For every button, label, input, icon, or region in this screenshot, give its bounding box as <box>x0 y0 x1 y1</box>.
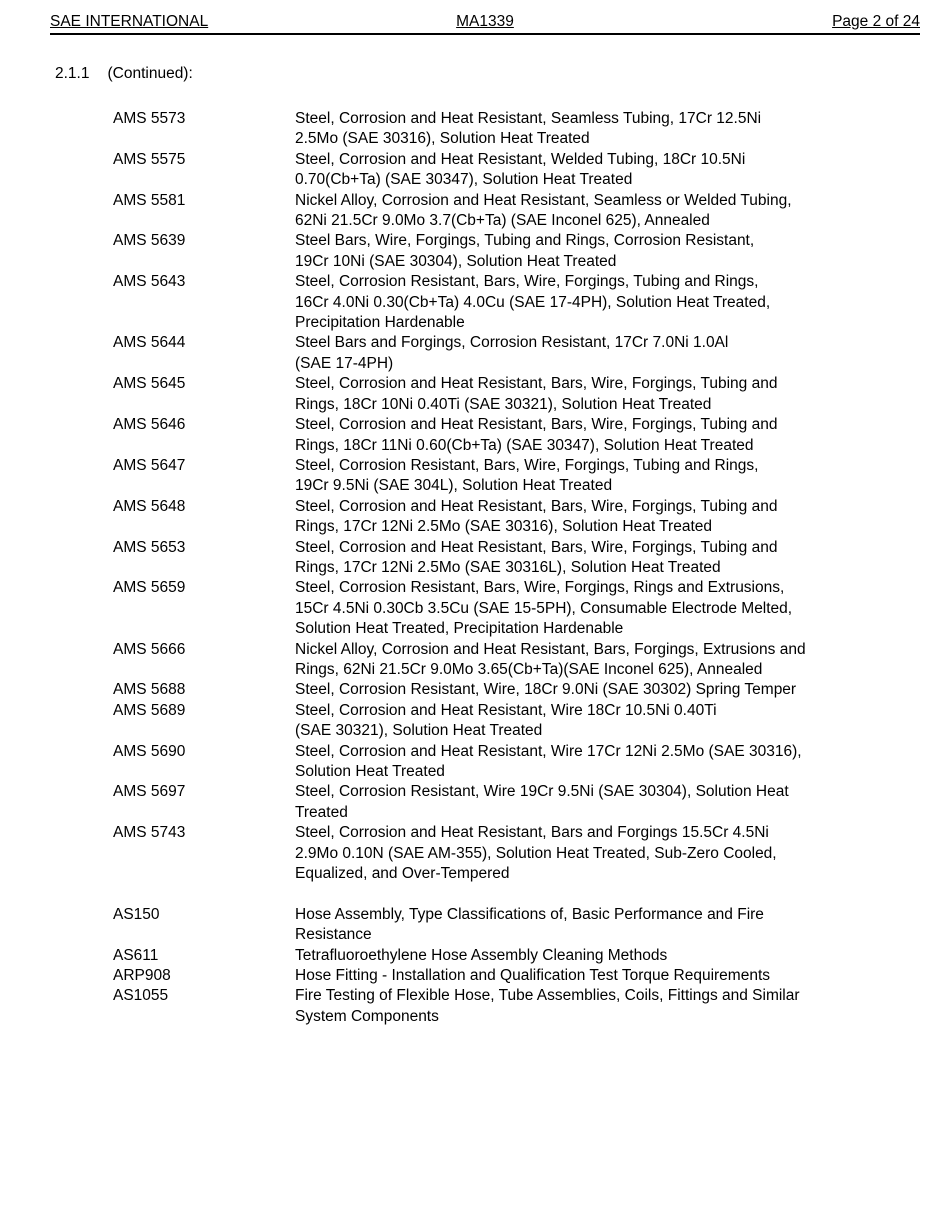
reference-row: ARP908 Hose Fitting - Installation and Qu… <box>113 966 950 986</box>
reference-row: AMS 5647 Steel, Corrosion Resistant, Bars… <box>113 456 950 497</box>
spec-number: AS611 <box>113 946 159 964</box>
reference-row: AMS 5575 Steel, Corrosion and Heat Resist… <box>113 150 950 191</box>
spec-number: AMS 5690 <box>113 742 186 760</box>
spec-number: AMS 5689 <box>113 701 186 719</box>
reference-row: AMS 5653 Steel, Corrosion and Heat Resist… <box>113 538 950 579</box>
reference-row: AMS 5645 Steel, Corrosion and Heat Resist… <box>113 374 950 415</box>
reference-row: AS1055 Fire Testing of Flexible Hose, Tub… <box>113 986 950 1027</box>
page-header: SAE INTERNATIONAL MA1339 Page 2 of 24 <box>50 13 920 35</box>
spec-number: AMS 5653 <box>113 538 186 556</box>
spec-number: AS150 <box>113 905 160 923</box>
spec-number: AMS 5581 <box>113 191 186 209</box>
spec-number: AMS 5573 <box>113 110 186 127</box>
header-page-number: Page 2 of 24 <box>832 13 920 30</box>
spec-description: Steel Bars and Forgings, Corrosion Resis… <box>295 334 729 372</box>
spec-number: AMS 5659 <box>113 579 186 597</box>
spec-description: Steel, Corrosion and Heat Resistant, Bar… <box>295 375 778 413</box>
spec-number: AMS 5643 <box>113 273 186 291</box>
spec-description: Steel, Corrosion and Heat Resistant, Bar… <box>295 497 778 536</box>
spec-number: AMS 5575 <box>113 150 186 168</box>
spec-number: AMS 5648 <box>113 497 186 515</box>
spec-description: Hose Assembly, Type Classifications of, … <box>295 905 764 944</box>
reference-row: AMS 5666 Nickel Alloy, Corrosion and Heat… <box>113 640 950 681</box>
spec-description: Hose Fitting - Installation and Qualific… <box>295 967 771 985</box>
spec-description: Steel Bars, Wire, Forgings, Tubing and R… <box>295 232 755 270</box>
reference-row: AMS 5697 Steel, Corrosion Resistant, Wire… <box>113 782 950 823</box>
header-org-cell: SAE INTERNATIONAL <box>50 13 340 31</box>
reference-row: AMS 5659 Steel, Corrosion Resistant, Bars… <box>113 578 950 639</box>
spec-description: Steel, Corrosion Resistant, Wire 19Cr 9.… <box>295 783 789 821</box>
spec-number: AMS 5743 <box>113 824 186 842</box>
spec-description: Steel, Corrosion and Heat Resistant, Bar… <box>295 824 777 883</box>
spec-description: Tetrafluoroethylene Hose Assembly Cleani… <box>295 946 668 964</box>
spec-description: Nickel Alloy, Corrosion and Heat Resista… <box>295 191 792 230</box>
spec-description: Steel, Corrosion Resistant, Bars, Wire, … <box>295 579 793 638</box>
spec-number: ARP908 <box>113 967 171 985</box>
header-org: SAE INTERNATIONAL <box>50 13 209 30</box>
header-doc-number: MA1339 <box>456 13 514 30</box>
section-heading: 2.1.1 (Continued): <box>55 65 950 83</box>
section-number: 2.1.1 <box>55 65 90 82</box>
spec-description: Steel, Corrosion Resistant, Bars, Wire, … <box>295 456 759 495</box>
spec-number: AMS 5697 <box>113 783 186 801</box>
reference-row: AMS 5639 Steel Bars, Wire, Forgings, Tubi… <box>113 231 950 272</box>
reference-row: AMS 5581 Nickel Alloy, Corrosion and Heat… <box>113 191 950 232</box>
reference-row: AMS 5648 Steel, Corrosion and Heat Resist… <box>113 497 950 538</box>
spec-description: Steel, Corrosion and Heat Resistant, Wir… <box>295 742 802 780</box>
spec-number: AMS 5666 <box>113 640 186 658</box>
reference-group: AS150 Hose Assembly, Type Classifications… <box>113 905 950 1027</box>
spec-number: AMS 5645 <box>113 375 186 393</box>
spec-description: Nickel Alloy, Corrosion and Heat Resista… <box>295 640 806 678</box>
reference-row: AMS 5689 Steel, Corrosion and Heat Resist… <box>113 701 950 742</box>
reference-row: AMS 5688 Steel, Corrosion Resistant, Wire… <box>113 680 950 700</box>
document-page: SAE INTERNATIONAL MA1339 Page 2 of 24 2.… <box>0 13 950 1224</box>
reference-row: AMS 5644 Steel Bars and Forgings, Corrosi… <box>113 333 950 374</box>
spec-number: AS1055 <box>113 987 169 1005</box>
spec-description: Steel, Corrosion and Heat Resistant, Bar… <box>295 416 778 454</box>
reference-row: AS150 Hose Assembly, Type Classifications… <box>113 905 950 946</box>
spec-description: Steel, Corrosion Resistant, Wire, 18Cr 9… <box>295 681 797 699</box>
spec-number: AMS 5688 <box>113 681 186 699</box>
reference-row: AMS 5573 Steel, Corrosion and Heat Resist… <box>113 109 950 150</box>
spec-description: Steel, Corrosion and Heat Resistant, Bar… <box>295 538 778 576</box>
spec-description: Steel, Corrosion and Heat Resistant, Wel… <box>295 150 746 189</box>
reference-row: AMS 5646 Steel, Corrosion and Heat Resist… <box>113 415 950 456</box>
spec-description: Steel, Corrosion Resistant, Bars, Wire, … <box>295 273 771 332</box>
reference-row: AMS 5643 Steel, Corrosion Resistant, Bars… <box>113 272 950 333</box>
spec-description: Steel, Corrosion and Heat Resistant, Wir… <box>295 701 717 740</box>
reference-row: AS611 Tetrafluoroethylene Hose Assembly C… <box>113 946 950 966</box>
section-continued-label: (Continued): <box>107 65 193 82</box>
reference-list: AMS 5573 Steel, Corrosion and Heat Resist… <box>113 109 950 1027</box>
spec-description: Fire Testing of Flexible Hose, Tube Asse… <box>295 987 800 1025</box>
spec-description: Steel, Corrosion and Heat Resistant, Sea… <box>295 110 762 148</box>
spec-number: AMS 5644 <box>113 334 186 352</box>
reference-row: AMS 5690 Steel, Corrosion and Heat Resist… <box>113 742 950 783</box>
spec-number: AMS 5639 <box>113 232 186 250</box>
reference-group: AMS 5573 Steel, Corrosion and Heat Resist… <box>113 109 950 884</box>
spec-number: AMS 5646 <box>113 416 186 434</box>
reference-row: AMS 5743 Steel, Corrosion and Heat Resist… <box>113 823 950 884</box>
header-page-number-cell: Page 2 of 24 <box>630 13 920 31</box>
header-doc-number-cell: MA1339 <box>340 13 630 31</box>
spec-number: AMS 5647 <box>113 456 186 474</box>
